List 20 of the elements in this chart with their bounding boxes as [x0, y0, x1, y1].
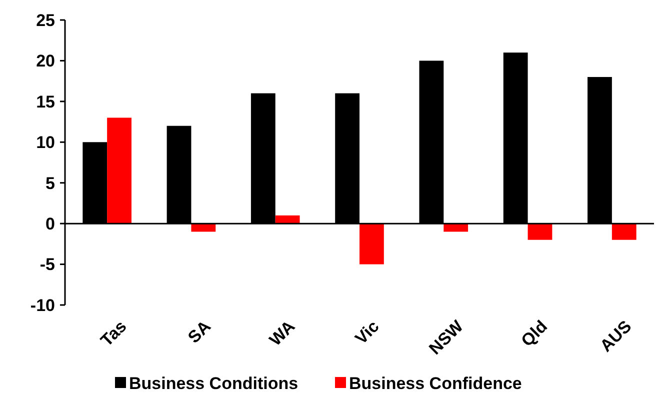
- x-tick-label: WA: [266, 316, 299, 350]
- x-tick-label: SA: [184, 316, 214, 347]
- bar: [528, 224, 552, 240]
- y-tick-label: 15: [36, 92, 55, 112]
- x-tick-label: Vic: [351, 316, 383, 348]
- x-tick-label: Tas: [97, 316, 130, 350]
- legend-label: Business Confidence: [349, 374, 522, 393]
- legend-label: Business Conditions: [129, 374, 298, 393]
- y-tick-label: 20: [36, 52, 55, 71]
- y-tick-label: -5: [40, 255, 55, 274]
- y-tick-label: -10: [30, 296, 55, 315]
- bar: [107, 118, 132, 224]
- y-tick-label: 0: [46, 214, 55, 234]
- bar: [275, 215, 300, 224]
- y-tick-label: 5: [46, 174, 55, 193]
- bar: [612, 224, 636, 240]
- bar: [360, 224, 384, 264]
- x-tick-label: Qld: [518, 316, 552, 350]
- y-tick-label: 10: [36, 133, 55, 152]
- y-tick-label: 25: [36, 10, 55, 30]
